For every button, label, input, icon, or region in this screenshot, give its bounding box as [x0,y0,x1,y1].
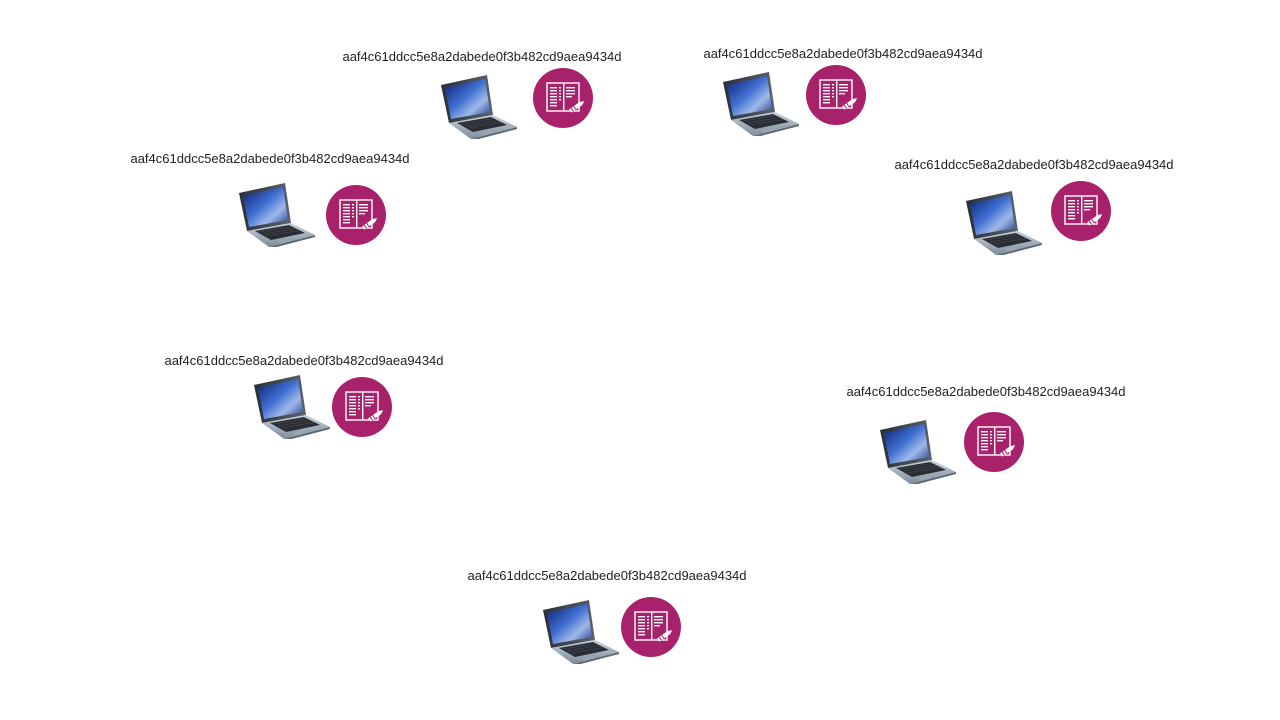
laptop-icon[interactable] [437,73,519,139]
node-label: aaf4c61ddcc5e8a2dabede0f3b482cd9aea9434d [846,384,1126,399]
laptop-icon[interactable] [235,181,317,247]
diagram-node[interactable]: aaf4c61ddcc5e8a2dabede0f3b482cd9aea9434d [874,157,1194,257]
node-label: aaf4c61ddcc5e8a2dabede0f3b482cd9aea9434d [703,46,983,61]
node-label: aaf4c61ddcc5e8a2dabede0f3b482cd9aea9434d [130,151,410,166]
laptop-icon[interactable] [250,373,332,439]
node-label: aaf4c61ddcc5e8a2dabede0f3b482cd9aea9434d [467,568,747,583]
diagram-node[interactable]: aaf4c61ddcc5e8a2dabede0f3b482cd9aea9434d [322,49,642,149]
diagram-node[interactable]: aaf4c61ddcc5e8a2dabede0f3b482cd9aea9434d [683,46,1003,146]
diagram-node[interactable]: aaf4c61ddcc5e8a2dabede0f3b482cd9aea9434d [110,151,430,251]
diagram-node[interactable]: aaf4c61ddcc5e8a2dabede0f3b482cd9aea9434d [144,353,464,453]
node-label: aaf4c61ddcc5e8a2dabede0f3b482cd9aea9434d [342,49,622,64]
laptop-icon[interactable] [539,598,621,664]
diagram-node[interactable]: aaf4c61ddcc5e8a2dabede0f3b482cd9aea9434d [826,384,1146,484]
log-document-icon[interactable] [1050,180,1112,242]
laptop-icon[interactable] [719,70,801,136]
node-label: aaf4c61ddcc5e8a2dabede0f3b482cd9aea9434d [164,353,444,368]
laptop-icon[interactable] [962,189,1044,255]
log-document-icon[interactable] [620,596,682,658]
log-document-icon[interactable] [963,411,1025,473]
log-document-icon[interactable] [331,376,393,438]
log-document-icon[interactable] [805,64,867,126]
log-document-icon[interactable] [325,184,387,246]
log-document-icon[interactable] [532,67,594,129]
diagram-node[interactable]: aaf4c61ddcc5e8a2dabede0f3b482cd9aea9434d [447,568,767,668]
laptop-icon[interactable] [876,418,958,484]
node-label: aaf4c61ddcc5e8a2dabede0f3b482cd9aea9434d [894,157,1174,172]
